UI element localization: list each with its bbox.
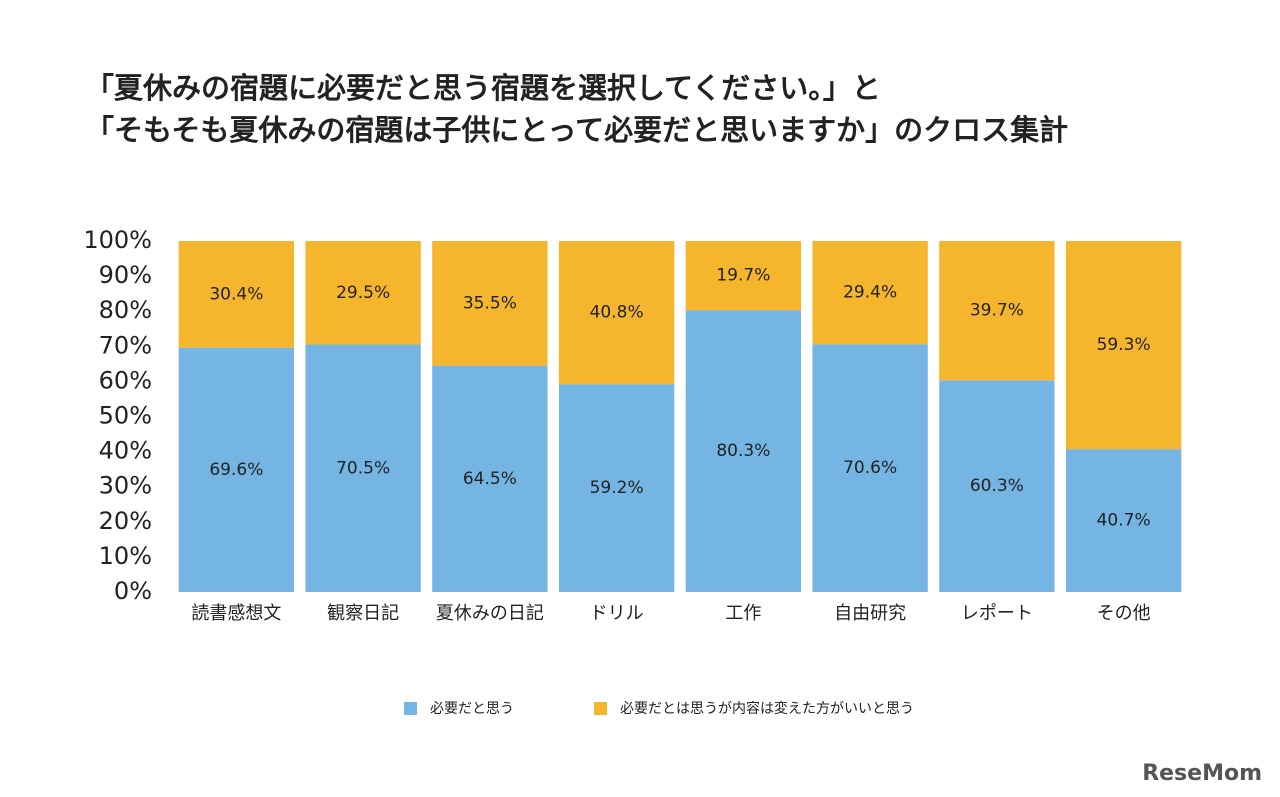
- x-tick-label: ドリル: [590, 603, 644, 624]
- x-tick-label: レポート: [961, 603, 1033, 624]
- bar-segment: [1065, 449, 1182, 592]
- legend-label: 必要だとは思うが内容は変えた方がいいと思う: [620, 700, 914, 717]
- legend-swatch: [404, 702, 417, 715]
- bar-segment: [305, 241, 421, 345]
- bar-segment: [685, 241, 802, 311]
- y-tick-label: 60%: [99, 366, 152, 394]
- x-tick-label: その他: [1097, 603, 1151, 624]
- y-tick-label: 10%: [99, 542, 152, 570]
- data-label: 39.7%: [970, 301, 1024, 321]
- bar-segment: [178, 347, 295, 592]
- data-label: 59.2%: [590, 478, 644, 498]
- y-tick-label: 50%: [99, 402, 152, 430]
- bar-segment: [812, 241, 928, 345]
- bar-segment: [1065, 241, 1182, 450]
- watermark: ReseMom: [1142, 761, 1262, 786]
- data-label: 60.3%: [970, 476, 1024, 496]
- data-label: 19.7%: [716, 266, 770, 286]
- data-label: 30.4%: [209, 284, 263, 304]
- y-tick-label: 100%: [83, 226, 152, 254]
- chart-title: 「そもそも夏休みの宿題は子供にとって必要だと思いますか」のクロス集計: [85, 113, 1068, 147]
- bar-segment: [178, 241, 295, 348]
- y-tick-label: 20%: [99, 507, 152, 535]
- chart-title: 「夏休みの宿題に必要だと思う宿題を選択してください。」と: [85, 71, 881, 105]
- data-label: 64.5%: [463, 469, 517, 489]
- y-tick-label: 0%: [114, 577, 152, 605]
- x-tick-label: 工作: [725, 603, 761, 624]
- legend-label: 必要だと思う: [430, 701, 514, 717]
- bar-segment: [939, 241, 1055, 381]
- y-tick-label: 40%: [99, 437, 152, 465]
- x-tick-label: 自由研究: [834, 603, 906, 624]
- legend-swatch: [594, 702, 607, 715]
- data-label: 70.5%: [336, 458, 390, 478]
- data-label: 40.8%: [590, 303, 644, 323]
- y-tick-label: 80%: [99, 296, 152, 324]
- bar-segment: [558, 384, 675, 592]
- x-tick-label: 読書感想文: [191, 603, 281, 624]
- bar-segment: [812, 344, 928, 592]
- y-tick-label: 30%: [99, 472, 152, 500]
- y-tick-label: 90%: [99, 261, 152, 289]
- bar-segment: [432, 365, 548, 592]
- data-label: 69.6%: [209, 460, 263, 480]
- bar-segment: [939, 380, 1055, 592]
- bar-segment: [432, 241, 548, 366]
- data-label: 29.4%: [843, 283, 897, 303]
- data-label: 29.5%: [336, 283, 390, 303]
- data-label: 70.6%: [843, 458, 897, 478]
- data-label: 35.5%: [463, 293, 517, 313]
- x-tick-label: 夏休みの日記: [436, 603, 544, 624]
- data-label: 40.7%: [1097, 511, 1151, 531]
- bar-segment: [685, 310, 802, 592]
- bar-segment: [305, 344, 421, 592]
- y-tick-label: 70%: [99, 331, 152, 359]
- x-tick-label: 観察日記: [327, 603, 399, 624]
- bar-segment: [558, 241, 675, 385]
- data-label: 80.3%: [716, 441, 770, 461]
- data-label: 59.3%: [1097, 335, 1151, 355]
